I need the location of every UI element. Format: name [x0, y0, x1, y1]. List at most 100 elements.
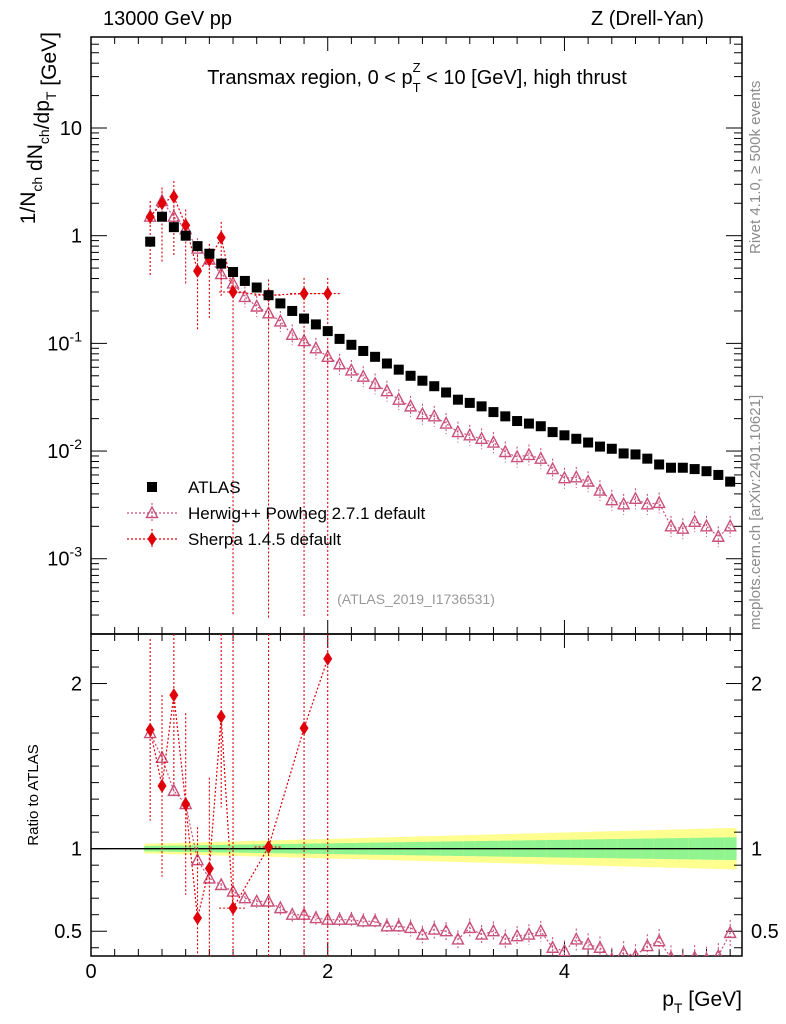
atlas-point	[725, 476, 736, 487]
herwig-ratio-point	[214, 877, 228, 891]
herwig-ratio-point	[474, 927, 489, 940]
atlas-point	[547, 427, 558, 438]
herwig-point	[451, 424, 465, 438]
ratio-axis-label: Ratio to ATLAS	[25, 744, 42, 845]
herwig-ratio-point	[439, 923, 453, 937]
atlas-point	[606, 443, 617, 454]
herwig-point	[534, 451, 548, 464]
herwig-ratio-point	[403, 920, 418, 934]
sherpa-ratio-point	[228, 901, 238, 916]
sherpa-ratio-line	[149, 658, 329, 919]
atlas-point	[168, 222, 179, 233]
herwig-point	[368, 376, 382, 390]
herwig-ratio-point	[392, 918, 406, 932]
herwig-ratio-point	[593, 940, 607, 953]
sherpa-point	[181, 218, 191, 233]
atlas-point	[370, 351, 381, 362]
herwig-point	[640, 496, 654, 510]
atlas-point	[334, 333, 345, 344]
atlas-point	[583, 437, 594, 448]
atlas-point	[216, 258, 227, 269]
herwig-point	[569, 469, 583, 483]
atlas-point	[654, 459, 665, 470]
legend-label: Herwig++ Powheg 2.7.1 default	[188, 504, 425, 523]
herwig-ratio-point	[238, 890, 252, 904]
herwig-point	[250, 298, 264, 312]
y-tick-label: 10-3	[47, 544, 82, 571]
atlas-point	[275, 298, 286, 309]
herwig-point	[321, 349, 335, 363]
atlas-point	[429, 381, 440, 392]
atlas-point	[701, 466, 712, 477]
atlas-point	[228, 267, 239, 278]
sherpa-point	[169, 189, 179, 204]
atlas-point	[559, 430, 570, 441]
herwig-ratio-point	[510, 928, 524, 942]
herwig-ratio-point	[368, 913, 382, 927]
sherpa-ratio-point	[145, 722, 155, 737]
herwig-point	[676, 521, 690, 534]
herwig-ratio-point	[522, 927, 536, 940]
atlas-point	[677, 462, 688, 473]
herwig-point	[474, 431, 489, 444]
herwig-point	[652, 495, 666, 509]
herwig-point	[415, 406, 430, 420]
herwig-ratio-line	[149, 732, 731, 956]
x-tick-label: 2	[322, 961, 333, 983]
atlas-point	[263, 290, 274, 301]
atlas-point	[488, 407, 499, 418]
atlas-point	[665, 462, 676, 473]
atlas-point	[618, 448, 629, 459]
sherpa-point	[216, 230, 226, 245]
ratio-tick-label-right: 2	[751, 674, 762, 696]
header-left: 13000 GeV pp	[103, 8, 232, 30]
herwig-ratio-point	[427, 922, 441, 935]
atlas-point	[251, 282, 262, 293]
herwig-point	[439, 416, 453, 429]
herwig-point	[699, 518, 714, 532]
sherpa-ratio-point	[323, 651, 333, 666]
atlas-point	[393, 364, 404, 375]
herwig-ratio-point	[356, 913, 370, 927]
atlas-point	[358, 345, 369, 356]
legend-label: ATLAS	[188, 478, 241, 497]
atlas-point	[441, 387, 452, 398]
legend-label: Sherpa 1.4.5 default	[188, 530, 341, 549]
sherpa-point	[157, 196, 167, 211]
herwig-ratio-point	[545, 940, 560, 953]
herwig-point	[261, 305, 276, 319]
herwig-ratio-point	[486, 923, 501, 937]
plot-title: Transmax region, 0 < pTZ < 10 [GeV], hig…	[207, 60, 627, 95]
herwig-ratio-point	[617, 945, 630, 956]
atlas-point	[476, 401, 487, 412]
herwig-point	[628, 491, 643, 505]
herwig-point	[486, 435, 501, 448]
sherpa-point	[193, 263, 203, 278]
herwig-point	[687, 514, 702, 528]
sherpa-point	[145, 209, 155, 224]
herwig-point	[616, 496, 631, 510]
herwig-point	[522, 447, 536, 461]
rivet-label: Rivet 4.1.0, ≥ 500k events	[747, 80, 764, 254]
herwig-point	[427, 408, 441, 422]
atlas-point	[689, 464, 700, 475]
atlas-point	[204, 248, 215, 259]
herwig-point	[664, 518, 678, 532]
herwig-ratio-point	[332, 912, 347, 925]
ratio-tick-label: 2	[71, 674, 82, 696]
herwig-ratio-point	[415, 927, 430, 940]
atlas-point	[299, 313, 310, 324]
atlas-point	[452, 394, 463, 405]
herwig-point	[285, 327, 299, 341]
atlas-point	[287, 305, 298, 316]
sherpa-ratio-point	[157, 778, 167, 793]
sherpa-point	[228, 284, 238, 299]
x-tick-label: 0	[85, 961, 96, 983]
x-tick-label: 4	[559, 961, 570, 983]
sherpa-ratio-point	[193, 911, 203, 926]
herwig-ratio-point	[498, 931, 512, 945]
herwig-ratio-point	[631, 948, 640, 956]
herwig-ratio-point	[581, 936, 595, 950]
atlas-point	[157, 211, 168, 222]
herwig-point	[711, 529, 725, 542]
